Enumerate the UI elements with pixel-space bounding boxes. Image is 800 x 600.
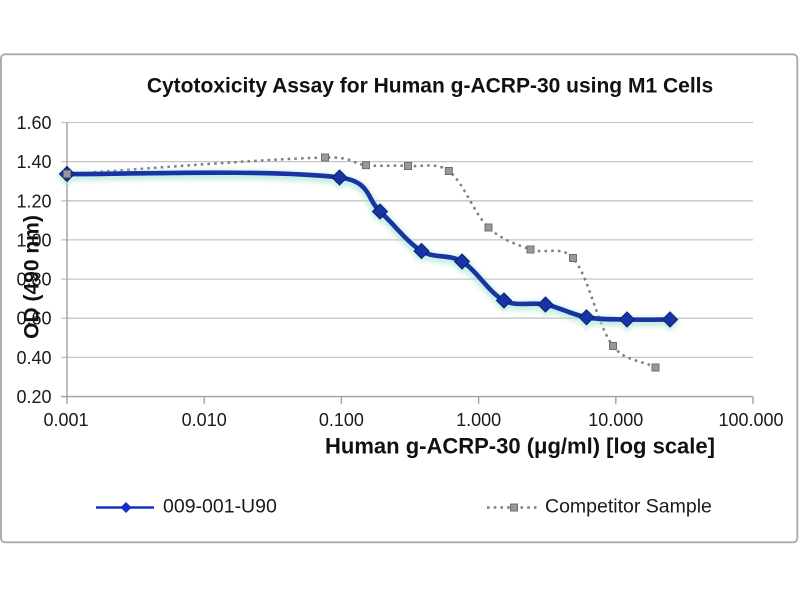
svg-text:1.000: 1.000 (456, 410, 501, 430)
svg-text:1.40: 1.40 (16, 152, 51, 172)
svg-text:100.000: 100.000 (718, 410, 783, 430)
svg-text:Human g-ACRP-30 (μg/ml) [log s: Human g-ACRP-30 (μg/ml) [log scale] (325, 434, 715, 459)
svg-text:Cytotoxicity Assay for Human g: Cytotoxicity Assay for Human g-ACRP-30 u… (147, 75, 713, 98)
svg-text:0.001: 0.001 (43, 410, 88, 430)
svg-text:10.000: 10.000 (588, 410, 643, 430)
svg-text:0.40: 0.40 (16, 348, 51, 368)
svg-text:0.80: 0.80 (16, 270, 51, 290)
svg-text:009-001-U90: 009-001-U90 (163, 496, 277, 518)
svg-text:1.20: 1.20 (16, 191, 51, 211)
svg-text:1.00: 1.00 (16, 230, 51, 250)
svg-text:0.20: 0.20 (16, 387, 51, 407)
svg-text:OD (490 nm): OD (490 nm) (21, 215, 44, 339)
svg-text:0.60: 0.60 (16, 309, 51, 329)
svg-text:0.010: 0.010 (182, 410, 227, 430)
svg-text:1.60: 1.60 (16, 113, 51, 133)
svg-text:Competitor Sample: Competitor Sample (545, 496, 712, 518)
svg-text:0.100: 0.100 (319, 410, 364, 430)
